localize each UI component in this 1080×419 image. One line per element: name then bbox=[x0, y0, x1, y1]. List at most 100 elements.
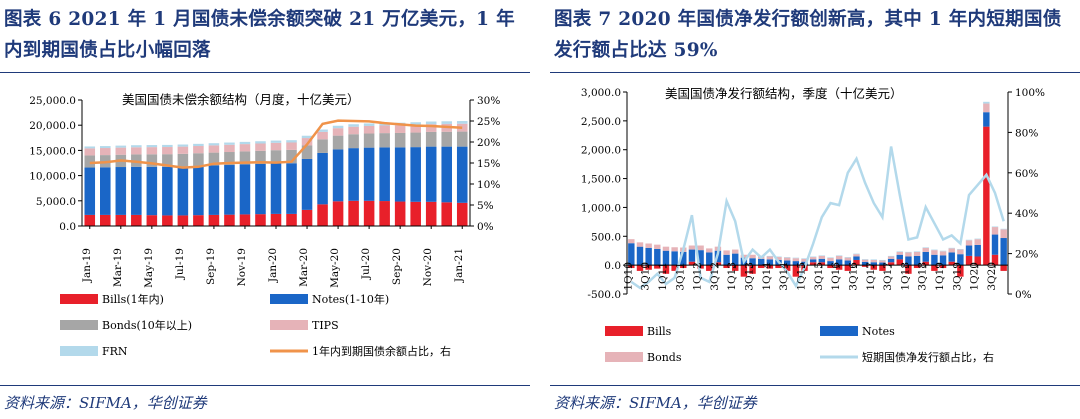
bar-segment bbox=[853, 256, 860, 260]
legend-label: Bills(1年内) bbox=[102, 292, 164, 306]
x-tick-label: Nov-19 bbox=[236, 248, 248, 286]
bar-segment bbox=[792, 257, 800, 259]
bar-segment bbox=[680, 251, 687, 266]
bar-segment bbox=[775, 256, 782, 258]
bar-segment bbox=[332, 149, 344, 202]
bar-segment bbox=[870, 262, 877, 266]
bar-segment bbox=[208, 214, 220, 226]
bar-segment bbox=[809, 259, 817, 263]
y-tick-label: 20,000.0 bbox=[29, 120, 76, 132]
x-tick-label: 3Q16 bbox=[848, 262, 860, 291]
bar-segment bbox=[301, 145, 313, 159]
bar-segment bbox=[456, 146, 468, 203]
bar-segment bbox=[887, 255, 895, 257]
bar-segment bbox=[425, 146, 437, 202]
bar-segment bbox=[348, 148, 359, 201]
bar-segment bbox=[115, 167, 127, 215]
bar-segment bbox=[425, 131, 437, 147]
ratio-line bbox=[89, 119, 463, 169]
bar-segment bbox=[827, 261, 834, 266]
bar-segment bbox=[224, 144, 235, 153]
source-note: 资料来源：SIFMA，华创证券 bbox=[4, 394, 207, 412]
bar-segment bbox=[379, 201, 390, 226]
bar-segment bbox=[896, 251, 903, 255]
figure-7-panel: 图表 7 2020 年国债净发行额创新高，其中 1 年内短期国债发行额占比达 5… bbox=[550, 0, 1080, 419]
bar-segment bbox=[286, 142, 297, 150]
bar-segment bbox=[115, 214, 127, 226]
bar-segment bbox=[332, 135, 344, 150]
bar-segment bbox=[732, 249, 739, 254]
y2-tick-label: 60% bbox=[1015, 168, 1038, 180]
bar-segment bbox=[162, 215, 173, 226]
bar-segment bbox=[84, 214, 96, 226]
y2-tick-label: 20% bbox=[477, 137, 500, 149]
bar-segment bbox=[410, 147, 421, 202]
bar-segment bbox=[286, 213, 297, 226]
bar-segment bbox=[286, 149, 297, 164]
bar-segment bbox=[425, 201, 437, 226]
bar-segment bbox=[905, 251, 912, 253]
bar-segment bbox=[394, 147, 406, 202]
bar-segment bbox=[853, 259, 860, 266]
bar-segment bbox=[931, 265, 938, 271]
bar-segment bbox=[441, 121, 452, 124]
bar-segment bbox=[792, 258, 800, 262]
bar-segment bbox=[224, 142, 235, 145]
source-note: 资料来源：SIFMA，华创证券 bbox=[554, 394, 757, 412]
bar-segment bbox=[255, 143, 266, 151]
bar-segment bbox=[84, 167, 96, 215]
bar-segment bbox=[983, 112, 990, 127]
bar-segment bbox=[332, 201, 344, 226]
y-tick-label: 0.0 bbox=[604, 260, 621, 272]
bar-segment bbox=[224, 152, 235, 166]
bar-segment bbox=[879, 259, 886, 261]
bar-segment bbox=[922, 261, 929, 266]
x-tick-label: Sep-19 bbox=[205, 248, 217, 285]
bar-segment bbox=[348, 124, 359, 127]
x-tick-label: 1Q19 bbox=[934, 262, 946, 291]
bar-segment bbox=[628, 243, 635, 266]
bar-segment bbox=[662, 250, 670, 266]
y2-tick-label: 100% bbox=[1015, 87, 1045, 99]
x-tick-label: 1Q20 bbox=[969, 262, 981, 291]
bar-segment bbox=[913, 255, 921, 266]
bar-segment bbox=[628, 239, 635, 244]
bar-segment bbox=[853, 253, 860, 255]
x-tick-label: 3Q20 bbox=[986, 262, 998, 291]
bar-segment bbox=[957, 265, 964, 277]
bar-segment bbox=[177, 153, 189, 167]
bar-segment bbox=[255, 164, 266, 215]
legend-label: 短期国债净发行额占比，右 bbox=[862, 350, 994, 364]
bar-segment bbox=[270, 140, 282, 143]
chart-issuance-container: -500.0 0.0 500.0 1,000.0 1,500.0 2,000.0 2,500… bbox=[550, 80, 1080, 380]
bar-segment bbox=[783, 257, 791, 258]
x-tick-label: Mar-20 bbox=[298, 248, 310, 287]
bar-segment bbox=[844, 265, 852, 271]
y2-tick-label: 0% bbox=[1015, 289, 1032, 301]
y2-tick-label: 10% bbox=[477, 179, 500, 191]
bar-segment bbox=[208, 165, 220, 215]
x-tick-label: Nov-20 bbox=[422, 248, 434, 286]
bar-segment bbox=[758, 258, 765, 266]
bar-segment bbox=[783, 257, 791, 261]
figure-6-title: 图表 6 2021 年 1 月国债未偿余额突破 21 万亿美元，1 年内到期国债… bbox=[4, 9, 515, 61]
bar-segment bbox=[84, 148, 96, 156]
bar-segment bbox=[723, 250, 730, 255]
legend-swatch bbox=[270, 320, 308, 330]
bar-segment bbox=[766, 259, 774, 266]
bar-segment bbox=[706, 265, 713, 271]
bar-segment bbox=[983, 126, 990, 266]
bar-segment bbox=[818, 258, 826, 263]
legend-swatch bbox=[605, 352, 643, 362]
y-tick-label: 1,000.0 bbox=[581, 202, 621, 214]
bar-segment bbox=[861, 259, 869, 262]
bar-segment bbox=[809, 256, 817, 258]
bar-segment bbox=[965, 240, 973, 246]
x-tick-label: 1Q14 bbox=[761, 262, 773, 291]
bar-segment bbox=[991, 226, 999, 228]
legend-swatch bbox=[270, 294, 308, 304]
bar-segment bbox=[991, 234, 999, 255]
bar-segment bbox=[801, 261, 808, 266]
bar-segment bbox=[1000, 228, 1007, 230]
source-divider bbox=[0, 385, 530, 386]
